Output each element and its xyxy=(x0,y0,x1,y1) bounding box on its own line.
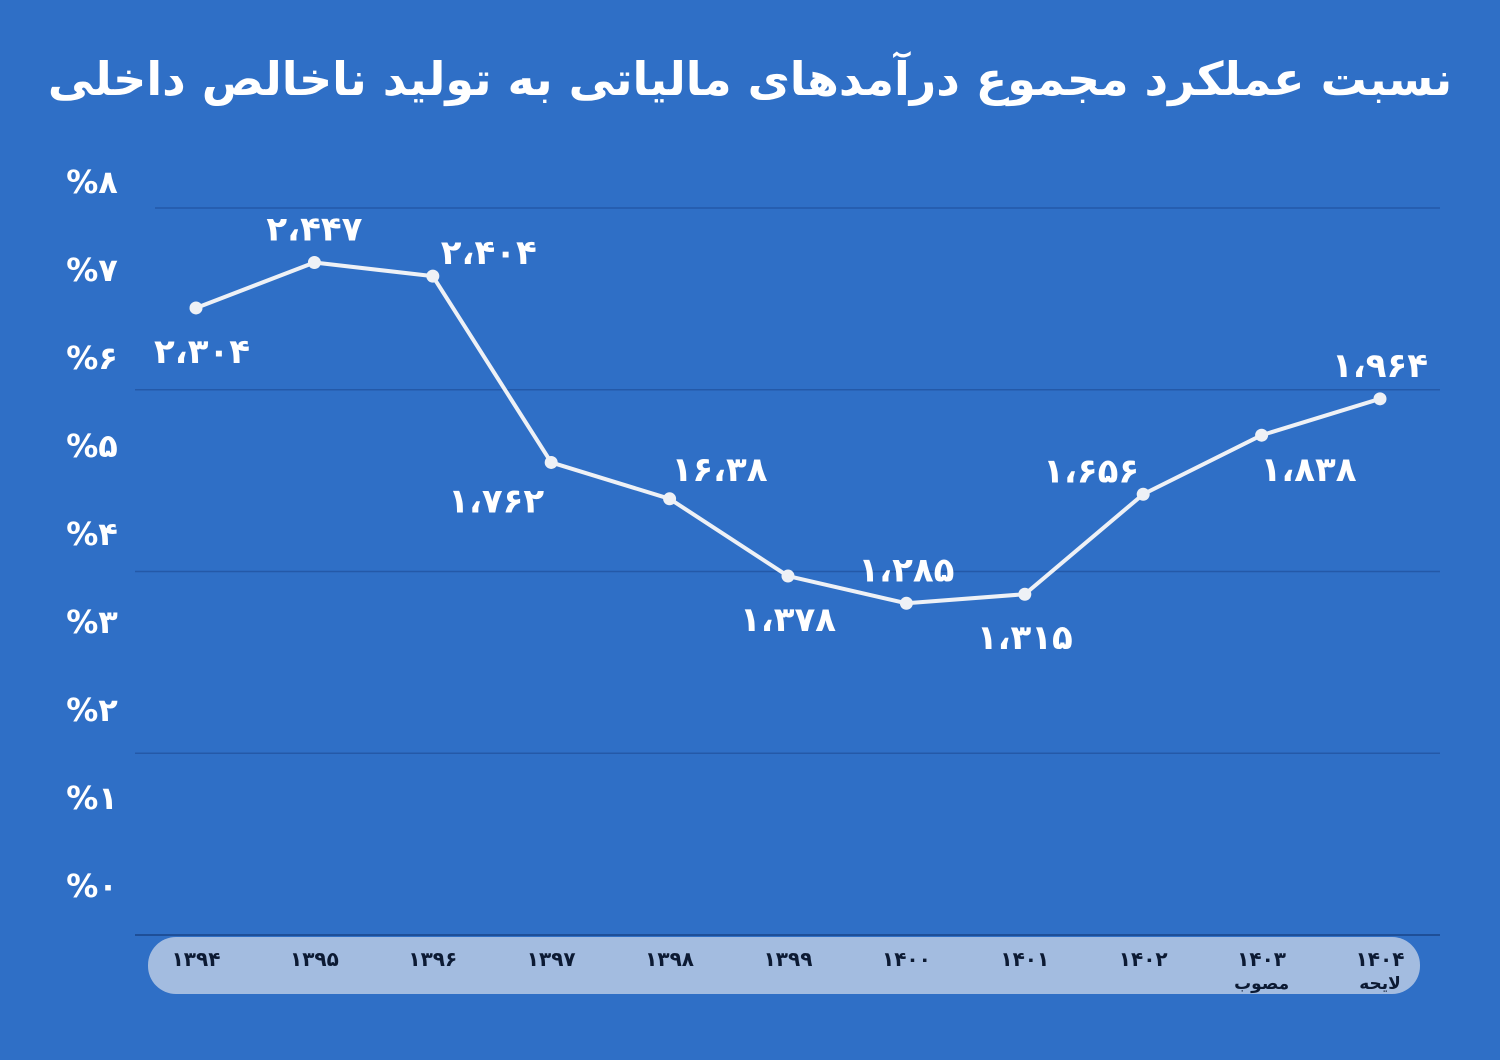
data-label: ۱،۸۳۸ xyxy=(1261,450,1357,490)
y-tick-label: %۸ xyxy=(66,163,118,201)
series-line-layer xyxy=(194,260,1382,606)
data-point xyxy=(1136,487,1150,501)
x-tick-label: ۱۴۰۲ xyxy=(1119,947,1168,971)
x-tick-sublabel: مصوب xyxy=(1234,974,1289,994)
x-axis-band xyxy=(148,937,1420,994)
data-label: ۱،۲۸۵ xyxy=(858,550,954,590)
y-tick-label: %۷ xyxy=(66,251,118,289)
y-tick-label: %۵ xyxy=(66,427,118,465)
x-tick-label: ۱۳۹۹ xyxy=(764,947,813,971)
x-axis-band-background xyxy=(148,937,1420,994)
series-points xyxy=(189,256,1387,610)
x-tick-label: ۱۳۹۴ xyxy=(172,947,221,971)
y-tick-label: %۱ xyxy=(66,779,118,817)
data-point xyxy=(1255,428,1269,442)
data-label: ۲،۴۰۴ xyxy=(441,233,537,273)
x-axis-ticks: ۱۳۹۴ ۱۳۹۵ ۱۳۹۶ ۱۳۹۷ ۱۳۹۸ ۱۳۹۹ ۱۴۰۰ ۱۴۰۱ ۱۴۰۲ ۱۴۰۳… xyxy=(172,947,1405,994)
data-point xyxy=(1373,392,1387,406)
y-tick-label: %۰ xyxy=(66,867,118,905)
data-point xyxy=(544,455,558,469)
x-tick-label: ۱۳۹۷ xyxy=(527,947,576,971)
data-point xyxy=(189,301,203,315)
series-line xyxy=(194,260,1382,606)
data-label: ۱،۹۶۴ xyxy=(1332,346,1428,386)
data-label: ۲،۴۴۷ xyxy=(266,210,362,250)
data-point xyxy=(1018,587,1032,601)
y-tick-label: %۳ xyxy=(66,603,118,641)
data-label: ۱،۷۶۲ xyxy=(448,481,544,521)
x-tick-label: ۱۳۹۸ xyxy=(645,947,694,971)
data-labels: ۲،۳۰۴ ۲،۴۴۷ ۲،۴۰۴ ۱،۷۶۲ ۱۶،۳۸ ۱،۳۷۸ ۱،۲۸۵ ۱،۳۱۵… xyxy=(154,210,1428,659)
y-axis-ticks: %۰ %۱ %۲ %۳ %۴ %۵ %۶ %۷ %۸ xyxy=(66,163,118,905)
data-point xyxy=(307,256,321,270)
data-label: ۱۶،۳۸ xyxy=(672,450,768,490)
y-tick-label: %۶ xyxy=(66,339,118,377)
x-tick-label: ۱۳۹۶ xyxy=(408,947,457,971)
x-tick-label: ۱۴۰۳ xyxy=(1237,947,1286,971)
data-label: ۱،۶۵۶ xyxy=(1043,451,1139,491)
data-label: ۱،۳۷۸ xyxy=(740,600,836,640)
y-tick-label: %۲ xyxy=(66,691,118,729)
data-point xyxy=(899,596,913,610)
x-tick-label: ۱۴۰۰ xyxy=(882,947,931,971)
x-tick-label: ۱۴۰۴ xyxy=(1356,947,1405,971)
chart-title: نسبت عملکرد مجموع درآمدهای مالیاتی به تو… xyxy=(47,52,1453,106)
x-tick-label: ۱۳۹۵ xyxy=(290,947,339,971)
x-tick-sublabel: لایحه xyxy=(1359,974,1401,994)
data-point xyxy=(663,492,677,506)
data-point xyxy=(426,269,440,283)
y-tick-label: %۴ xyxy=(66,515,118,553)
data-point xyxy=(781,569,795,583)
data-label: ۱،۳۱۵ xyxy=(977,618,1073,658)
x-tick-label: ۱۴۰۱ xyxy=(1000,947,1049,971)
data-label: ۲،۳۰۴ xyxy=(154,332,250,372)
